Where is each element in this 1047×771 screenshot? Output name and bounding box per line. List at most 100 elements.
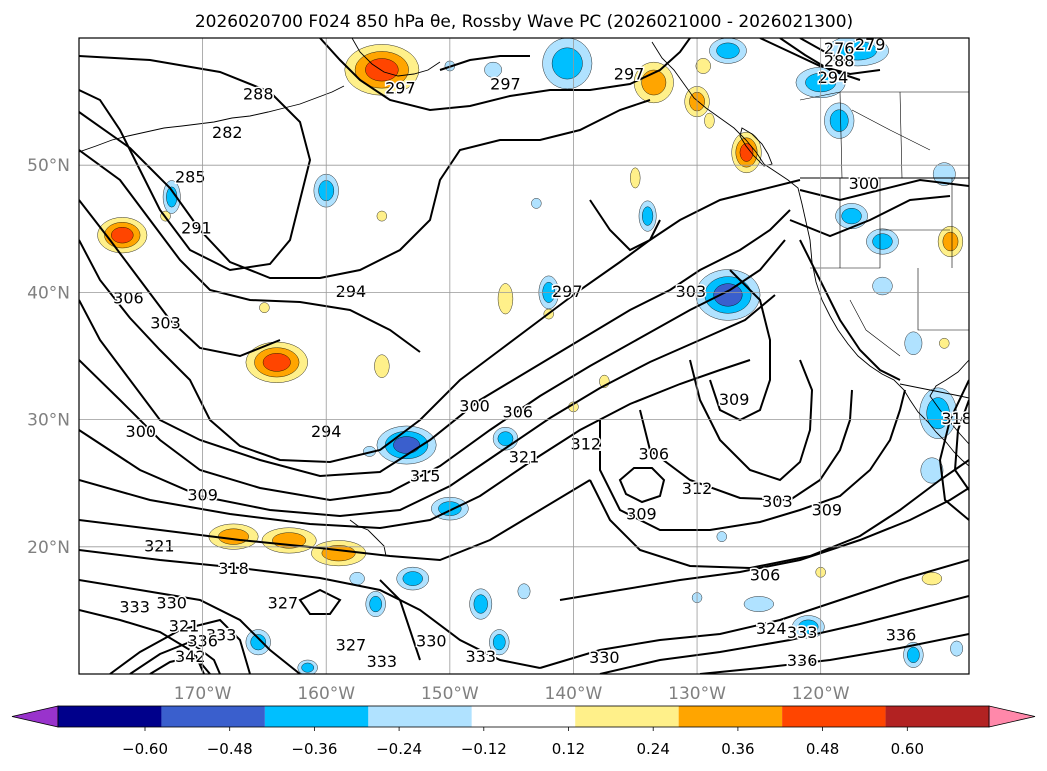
- contour-label: 333: [787, 623, 818, 642]
- anomaly-patch: [829, 109, 849, 132]
- contour-line: [699, 633, 969, 674]
- latitude-tick-label: 20°N: [27, 538, 70, 558]
- anomaly-patch: [695, 58, 711, 74]
- anomaly-patch: [365, 58, 399, 82]
- contour-line: [79, 149, 421, 353]
- colorbar: −0.60 −0.48 −0.36 −0.24 −0.12 0.12 0.24 0.36 0.4…: [11, 705, 1036, 758]
- colorbar-tick-label: −0.36: [291, 740, 337, 758]
- anomaly-patch: [393, 436, 420, 454]
- contour-label: 312: [571, 435, 602, 454]
- contour-label: 306: [113, 288, 144, 307]
- colorbar-segment: [264, 706, 369, 727]
- anomaly-patch: [841, 208, 862, 225]
- map-frame: [78, 37, 970, 675]
- contour-label: 303: [150, 314, 181, 333]
- colorbar-tick-label: 0.60: [891, 740, 924, 758]
- anomaly-patch: [932, 162, 956, 186]
- contour-label: 333: [119, 597, 150, 616]
- colorbar-tick-label: −0.12: [461, 740, 507, 758]
- anomaly-patch: [497, 283, 514, 315]
- contour-line: [599, 595, 969, 674]
- anomaly-patch: [921, 572, 943, 586]
- contour-label: 297: [614, 64, 645, 83]
- contour-label: 321: [169, 616, 200, 635]
- contour-line: [379, 579, 421, 661]
- anomaly-patch: [369, 596, 382, 613]
- colorbar-segment: [161, 706, 265, 727]
- contour-line: [79, 479, 591, 562]
- theta-e-contour-layer: [79, 38, 969, 674]
- contour-label: 333: [465, 647, 496, 666]
- contour-label: 318: [941, 409, 972, 428]
- contour-label: 333: [206, 625, 237, 644]
- anomaly-patch: [716, 531, 727, 542]
- contour-label: 333: [367, 652, 398, 671]
- anomaly-patch: [497, 431, 514, 446]
- contour-line: [759, 38, 881, 76]
- anomaly-patch: [942, 231, 959, 252]
- contour-label: 288: [824, 52, 855, 71]
- contour-label: 318: [218, 559, 249, 578]
- latitude-tick-labels: 20°N 30°N 40°N 50°N: [27, 156, 70, 558]
- contour-line: [938, 379, 969, 521]
- coastline-north-america: [651, 41, 969, 467]
- coastline-baja-east: [929, 359, 969, 445]
- contour-line: [79, 239, 786, 502]
- anomaly-patch: [739, 143, 754, 162]
- contour-label: 321: [509, 447, 540, 466]
- colorbar-tick-label: −0.24: [376, 740, 422, 758]
- colorbar-segment: [58, 706, 162, 727]
- anomaly-patch: [484, 61, 502, 78]
- colorbar-segment: [678, 706, 783, 727]
- contour-label: 276: [824, 39, 855, 58]
- contour-label: 306: [503, 403, 534, 422]
- contour-label: 294: [336, 282, 367, 301]
- contour-label: 306: [750, 566, 781, 585]
- anomaly-patch: [630, 167, 641, 189]
- contour-label: 336: [787, 651, 818, 670]
- colorbar-segment: [575, 706, 679, 727]
- contour-line: [79, 294, 776, 518]
- colorbar-segment: [368, 706, 472, 727]
- anomaly-patch: [402, 571, 423, 586]
- coastline-hawaii: [349, 519, 387, 557]
- anomaly-patch: [713, 283, 743, 307]
- border-canada-provinces: [799, 91, 969, 179]
- anomaly-patch: [301, 662, 314, 673]
- contour-label: 342: [175, 647, 206, 666]
- contour-line: [799, 178, 969, 202]
- contour-label: 279: [855, 35, 886, 54]
- anomaly-patch: [349, 572, 365, 586]
- contour-label: 303: [676, 282, 707, 301]
- border-usa-mexico: [899, 383, 969, 399]
- latitude-tick-label: 40°N: [27, 283, 70, 303]
- contour-line: [79, 55, 312, 272]
- colorbar-tick-label: 0.12: [552, 740, 585, 758]
- anomaly-patch: [376, 210, 387, 222]
- longitude-tick-label: 150°W: [421, 684, 479, 704]
- colorbar-tick-label: 0.48: [806, 740, 839, 758]
- anomaly-patch: [262, 353, 291, 372]
- contour-label: 282: [212, 123, 243, 142]
- contour-label: 300: [459, 396, 490, 415]
- contour-line: [689, 359, 814, 482]
- anomaly-patch: [950, 640, 964, 657]
- colorbar-frame: [57, 705, 990, 728]
- longitude-tick-label: 140°W: [545, 684, 603, 704]
- anomaly-patch: [642, 206, 654, 226]
- contour-label: 327: [336, 636, 367, 655]
- contour-line: [779, 38, 861, 81]
- anomaly-patch: [872, 276, 893, 296]
- anomaly-patch: [111, 227, 134, 244]
- contour-line: [79, 199, 281, 358]
- anomaly-patch: [716, 42, 740, 59]
- contour-line: [589, 199, 661, 252]
- anomaly-patch: [551, 47, 583, 80]
- contour-label: 288: [243, 85, 274, 104]
- contour-label: 297: [385, 78, 416, 97]
- contour-line: [618, 467, 666, 504]
- contour-line: [439, 55, 530, 71]
